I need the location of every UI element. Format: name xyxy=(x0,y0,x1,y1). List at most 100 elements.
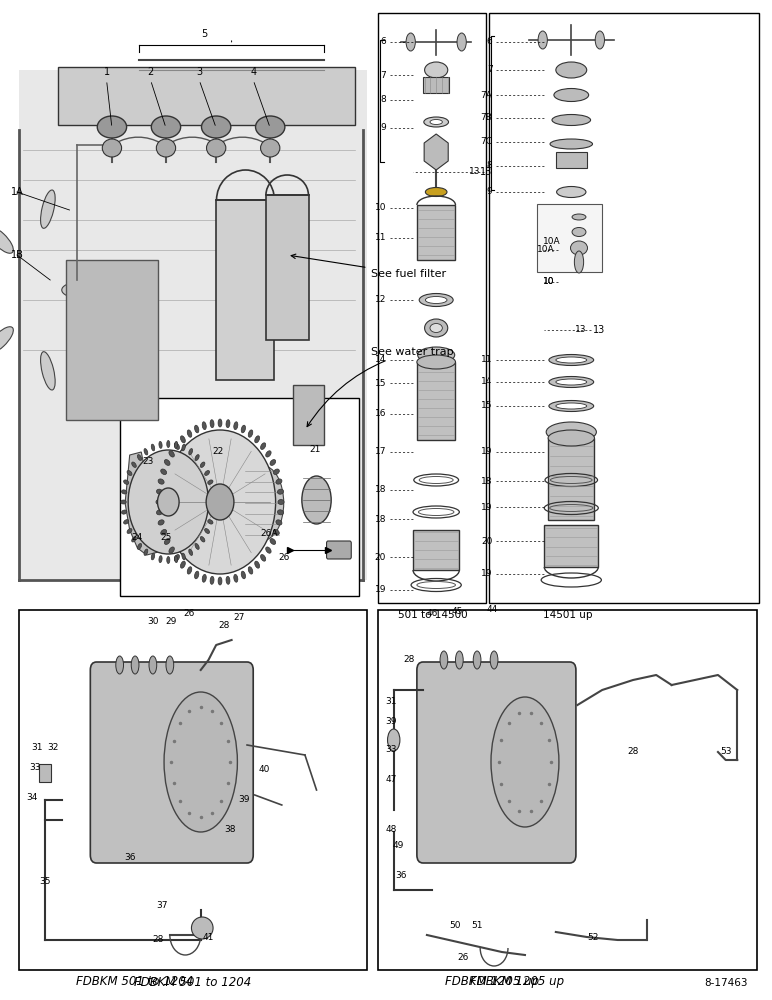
Text: 501 to 14500: 501 to 14500 xyxy=(398,610,467,620)
Ellipse shape xyxy=(242,466,284,540)
Bar xyxy=(556,152,587,168)
Text: 28: 28 xyxy=(404,656,415,664)
Text: 3: 3 xyxy=(196,67,202,77)
Bar xyxy=(413,530,459,570)
Text: 45: 45 xyxy=(452,607,462,616)
Ellipse shape xyxy=(210,576,214,584)
Ellipse shape xyxy=(200,462,205,467)
Ellipse shape xyxy=(273,469,279,475)
Text: 13: 13 xyxy=(480,167,493,177)
Ellipse shape xyxy=(195,425,199,433)
Ellipse shape xyxy=(181,561,185,568)
Text: 10: 10 xyxy=(543,277,554,286)
Ellipse shape xyxy=(266,451,271,457)
Ellipse shape xyxy=(200,537,205,542)
Ellipse shape xyxy=(234,574,238,582)
Ellipse shape xyxy=(234,422,238,430)
Text: 28: 28 xyxy=(153,936,164,944)
Text: 37: 37 xyxy=(157,900,168,910)
Text: 40: 40 xyxy=(259,766,269,774)
Text: 18: 18 xyxy=(374,486,386,494)
Ellipse shape xyxy=(425,188,447,196)
Text: 9: 9 xyxy=(381,123,386,132)
Ellipse shape xyxy=(166,656,174,674)
Ellipse shape xyxy=(419,294,453,306)
Ellipse shape xyxy=(210,510,215,514)
Text: 16: 16 xyxy=(374,410,386,418)
Ellipse shape xyxy=(572,228,586,236)
Text: 25: 25 xyxy=(161,532,171,542)
Ellipse shape xyxy=(201,116,231,138)
Ellipse shape xyxy=(208,520,213,524)
Ellipse shape xyxy=(241,571,245,579)
Text: See water trap: See water trap xyxy=(307,347,453,427)
Bar xyxy=(39,764,51,782)
Text: 30: 30 xyxy=(147,617,158,626)
Text: 31: 31 xyxy=(32,742,42,752)
Ellipse shape xyxy=(554,89,589,102)
Ellipse shape xyxy=(132,462,137,467)
Ellipse shape xyxy=(417,355,455,369)
Text: 13: 13 xyxy=(575,326,587,334)
Text: 4: 4 xyxy=(250,67,256,77)
Ellipse shape xyxy=(137,455,141,461)
Ellipse shape xyxy=(182,553,185,560)
Text: 15: 15 xyxy=(374,378,386,387)
Bar xyxy=(216,200,274,380)
Text: 19: 19 xyxy=(481,570,493,578)
Text: 28: 28 xyxy=(628,748,638,756)
Ellipse shape xyxy=(538,31,547,49)
Ellipse shape xyxy=(455,651,463,669)
Text: 20: 20 xyxy=(374,552,386,562)
Text: 39: 39 xyxy=(239,796,249,804)
Text: 1B: 1B xyxy=(11,250,23,260)
Text: 7: 7 xyxy=(487,66,493,75)
Ellipse shape xyxy=(164,692,238,832)
Text: 34: 34 xyxy=(27,794,38,802)
Ellipse shape xyxy=(174,555,179,561)
Ellipse shape xyxy=(158,520,164,525)
Ellipse shape xyxy=(557,186,586,198)
Ellipse shape xyxy=(205,471,209,475)
Text: 33: 33 xyxy=(386,746,397,754)
Bar xyxy=(378,610,757,970)
Text: 5: 5 xyxy=(201,29,208,39)
Ellipse shape xyxy=(208,480,213,484)
Ellipse shape xyxy=(574,251,584,273)
Ellipse shape xyxy=(270,460,276,465)
Ellipse shape xyxy=(188,430,191,437)
Ellipse shape xyxy=(273,529,279,535)
Text: 15: 15 xyxy=(481,401,493,410)
Text: 38: 38 xyxy=(225,826,235,834)
Ellipse shape xyxy=(571,241,587,255)
Text: 1: 1 xyxy=(103,67,110,77)
Ellipse shape xyxy=(127,471,132,475)
Ellipse shape xyxy=(276,479,282,484)
Ellipse shape xyxy=(546,422,597,442)
Ellipse shape xyxy=(97,116,127,138)
Ellipse shape xyxy=(121,510,127,514)
FancyBboxPatch shape xyxy=(19,70,367,580)
Ellipse shape xyxy=(490,651,498,669)
Ellipse shape xyxy=(556,62,587,78)
Ellipse shape xyxy=(556,379,587,385)
Ellipse shape xyxy=(556,357,587,363)
Ellipse shape xyxy=(116,656,124,674)
Text: 28: 28 xyxy=(218,620,229,630)
Ellipse shape xyxy=(161,469,167,475)
Ellipse shape xyxy=(255,436,259,443)
Text: 44: 44 xyxy=(487,605,498,614)
Circle shape xyxy=(206,484,234,520)
Text: 26: 26 xyxy=(184,609,195,618)
Bar xyxy=(544,525,598,567)
Ellipse shape xyxy=(174,443,179,449)
Ellipse shape xyxy=(550,139,593,149)
Text: 2: 2 xyxy=(147,67,154,77)
Text: FDBKM 1205 up: FDBKM 1205 up xyxy=(470,976,564,988)
Text: 33: 33 xyxy=(29,764,40,772)
Bar xyxy=(417,205,455,260)
Text: 17: 17 xyxy=(374,448,386,456)
Text: 10A: 10A xyxy=(537,245,554,254)
Ellipse shape xyxy=(226,420,230,428)
Ellipse shape xyxy=(159,441,162,448)
